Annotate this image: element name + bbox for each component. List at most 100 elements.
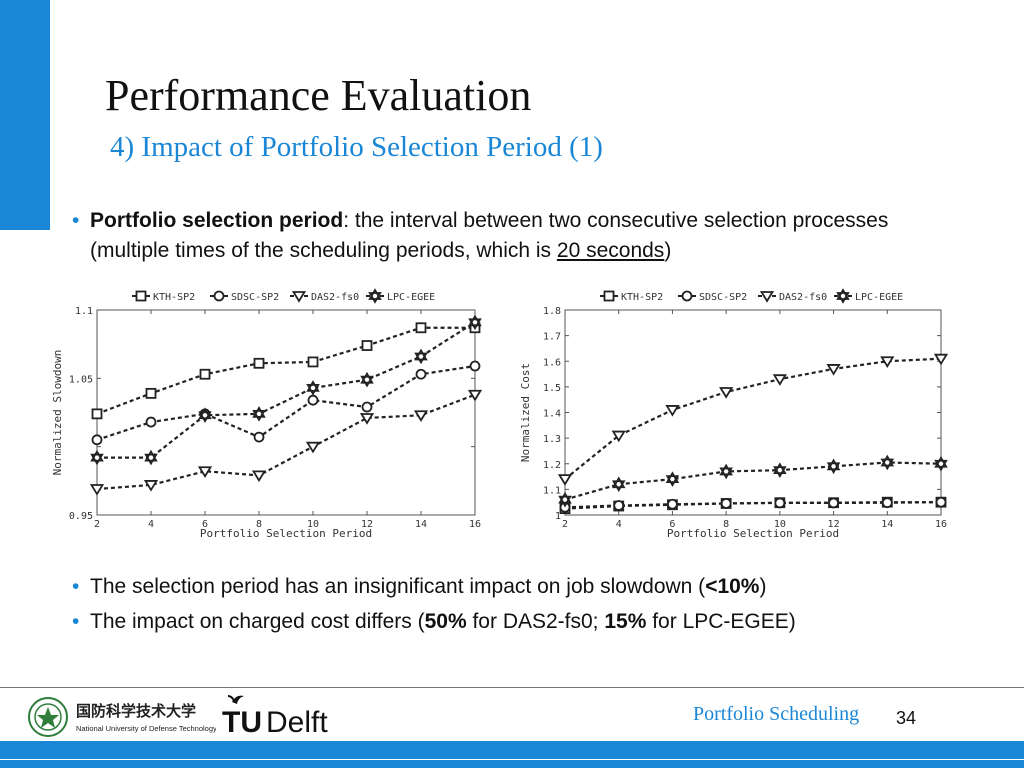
data-point bbox=[361, 401, 373, 413]
data-point bbox=[667, 498, 678, 510]
data-point bbox=[558, 491, 572, 508]
y-tick-label: 1.6 bbox=[543, 357, 561, 368]
series-line bbox=[96, 364, 476, 441]
page-number: 34 bbox=[896, 708, 917, 728]
legend-marker bbox=[759, 291, 775, 303]
y-tick-label: 1 bbox=[555, 511, 561, 522]
legend-marker bbox=[681, 290, 693, 302]
legend-marker bbox=[213, 290, 225, 302]
y-tick-label: 1.2 bbox=[543, 460, 561, 471]
y-tick-label: 0.95 bbox=[69, 511, 93, 522]
legend: KTH-SP2 SDSC-SP2 DAS2-fs0 LPC-EGEE bbox=[132, 288, 435, 304]
data-point bbox=[935, 496, 947, 508]
data-point bbox=[467, 389, 483, 402]
data-point bbox=[91, 434, 103, 446]
data-point bbox=[307, 394, 319, 406]
legend-label: SDSC-SP2 bbox=[699, 292, 747, 303]
tudelft-tu: TU bbox=[222, 706, 262, 739]
chart-normalized-slowdown: 0.95 1.05 1.1 2 4 6 8 10 12 14 16 Portfolio Selecti… bbox=[45, 280, 495, 545]
x-tick-label: 8 bbox=[723, 519, 729, 530]
data-point bbox=[772, 374, 787, 386]
bullet-close-paren: ) bbox=[664, 239, 672, 262]
data-point bbox=[826, 364, 841, 376]
data-point bbox=[880, 356, 895, 368]
slowdown-chart-svg: 0.95 1.05 1.1 2 4 6 8 10 12 14 16 Portfolio Selecti… bbox=[51, 288, 483, 540]
data-point bbox=[361, 340, 373, 351]
bullet-text-part1: The impact on charged cost differs ( bbox=[90, 610, 425, 633]
legend-label: KTH-SP2 bbox=[153, 292, 195, 303]
bullet-close-paren: ) bbox=[759, 575, 767, 598]
legend-marker bbox=[603, 290, 615, 302]
legend-label: LPC-EGEE bbox=[855, 292, 903, 303]
series-lpc-egee bbox=[90, 314, 482, 466]
series-line bbox=[96, 393, 476, 491]
data-point bbox=[145, 416, 157, 428]
bullet-underlined-value: 20 seconds bbox=[556, 239, 665, 262]
y-tick-label: 1.1 bbox=[543, 485, 561, 496]
legend-label: SDSC-SP2 bbox=[231, 292, 279, 303]
data-point bbox=[611, 430, 626, 443]
series-line bbox=[564, 461, 942, 501]
x-tick-label: 16 bbox=[935, 519, 947, 530]
data-point bbox=[719, 463, 733, 480]
y-tick-label: 1.4 bbox=[543, 409, 561, 420]
y-tick-label: 1.5 bbox=[543, 383, 561, 394]
data-point bbox=[720, 498, 732, 509]
nudt-english-name: National University of Defense Technolog… bbox=[76, 724, 216, 733]
data-point bbox=[934, 455, 948, 472]
legend: KTH-SP2 SDSC-SP2 DAS2-fs0 LPC-EGEE bbox=[600, 288, 903, 304]
data-point bbox=[469, 360, 481, 372]
data-point bbox=[415, 322, 427, 334]
bullet-bold-term: Portfolio selection period bbox=[90, 209, 344, 232]
bottom-accent-strip bbox=[0, 760, 1024, 768]
data-point bbox=[468, 314, 482, 331]
x-axis-label: Portfolio Selection Period bbox=[667, 527, 839, 540]
data-point bbox=[665, 471, 680, 487]
data-point bbox=[414, 348, 428, 365]
legend-label: LPC-EGEE bbox=[387, 292, 435, 303]
x-tick-label: 10 bbox=[307, 519, 319, 530]
bullet-slowdown-impact: • The selection period has an insignific… bbox=[72, 572, 1012, 602]
legend-label: DAS2-fs0 bbox=[779, 292, 827, 303]
data-point bbox=[197, 466, 213, 478]
bullet-cost-impact: • The impact on charged cost differs (50… bbox=[72, 607, 1012, 637]
tudelft-delft: Delft bbox=[266, 706, 328, 739]
data-point bbox=[933, 353, 949, 366]
data-point bbox=[826, 458, 841, 475]
bullet-dot: • bbox=[72, 575, 80, 598]
data-point bbox=[611, 476, 626, 493]
x-tick-label: 4 bbox=[616, 519, 622, 530]
series-line bbox=[96, 326, 475, 415]
series-das2-fs0 bbox=[557, 353, 949, 486]
data-point bbox=[774, 497, 786, 509]
footer-divider bbox=[0, 687, 1024, 688]
data-point bbox=[199, 368, 211, 380]
footer-title: Portfolio Scheduling bbox=[693, 703, 860, 725]
data-point bbox=[198, 407, 212, 424]
legend-marker bbox=[135, 290, 147, 302]
y-tick-label: 1.7 bbox=[543, 332, 561, 343]
x-tick-label: 14 bbox=[415, 519, 427, 530]
data-point bbox=[306, 380, 320, 396]
data-point bbox=[360, 371, 374, 388]
bullet-text-part2: for DAS2-fs0; bbox=[466, 610, 605, 633]
y-axis-label: Normalized Slowdown bbox=[51, 350, 64, 476]
data-point bbox=[145, 387, 157, 399]
x-tick-label: 8 bbox=[256, 519, 262, 530]
x-axis-label: Portfolio Selection Period bbox=[200, 527, 372, 540]
slide-subtitle: 4) Impact of Portfolio Selection Period … bbox=[110, 131, 603, 163]
x-tick-label: 16 bbox=[469, 519, 481, 530]
legend-label: DAS2-fs0 bbox=[311, 292, 359, 303]
series-das2-fs0 bbox=[89, 389, 483, 496]
legend-marker bbox=[836, 288, 850, 304]
data-point bbox=[252, 406, 266, 422]
legend-label: KTH-SP2 bbox=[621, 292, 663, 303]
tudelft-logo: TU Delft bbox=[222, 692, 372, 740]
nudt-chinese-name: 国防科学技术大学 bbox=[76, 702, 196, 720]
data-point bbox=[90, 449, 104, 466]
data-point bbox=[144, 449, 158, 466]
data-point bbox=[880, 454, 895, 471]
y-tick-label: 1.3 bbox=[543, 434, 561, 445]
x-tick-label: 12 bbox=[361, 519, 373, 530]
accent-bar bbox=[0, 0, 50, 230]
